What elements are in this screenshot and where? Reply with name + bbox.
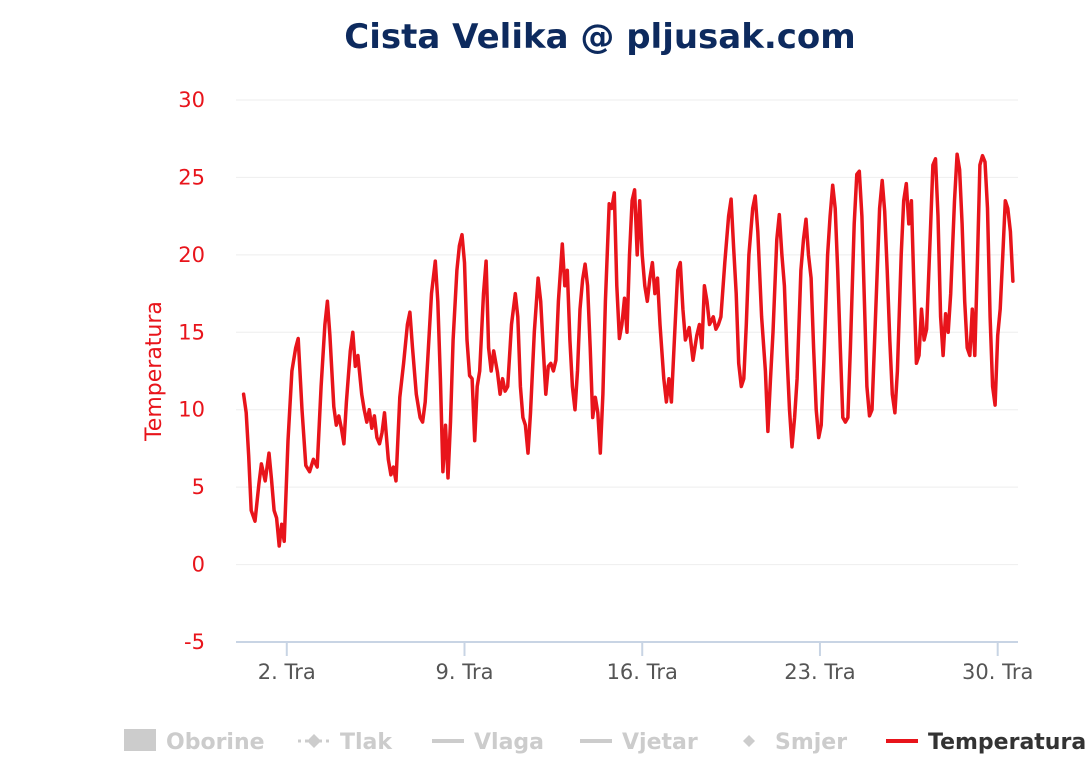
plot-area xyxy=(241,152,1015,548)
legend-item-vlaga[interactable]: Vlaga xyxy=(432,730,544,755)
legend-label: Temperatura xyxy=(928,730,1086,755)
y-tick-label: 0 xyxy=(192,553,205,577)
x-axis: 2. Tra 9. Tra 16. Tra 23. Tra 30. Tra xyxy=(236,641,1033,684)
legend-label: Oborine xyxy=(166,730,265,755)
y-tick-label: 5 xyxy=(192,475,205,499)
legend: Oborine Tlak Vlaga Vjetar Smjer Temperatura xyxy=(124,729,1086,755)
legend-label: Vjetar xyxy=(622,730,698,755)
y-tick-label: 15 xyxy=(178,320,205,344)
y-axis-ticks: -5 0 5 10 15 20 25 30 xyxy=(178,88,205,654)
legend-item-vjetar[interactable]: Vjetar xyxy=(580,730,698,755)
legend-item-oborine[interactable]: Oborine xyxy=(124,729,265,755)
legend-label: Tlak xyxy=(340,730,393,755)
x-tick-label: 2. Tra xyxy=(258,660,316,684)
y-tick-label: 30 xyxy=(178,88,205,112)
legend-item-smjer[interactable]: Smjer xyxy=(743,730,847,755)
legend-label: Vlaga xyxy=(474,730,544,755)
legend-symbol xyxy=(124,729,156,751)
y-axis-label: Temperatura xyxy=(142,301,167,442)
grid-lines xyxy=(236,99,1018,566)
legend-item-temperatura[interactable]: Temperatura xyxy=(886,730,1086,755)
legend-symbol xyxy=(307,734,321,748)
y-tick-label: 20 xyxy=(178,243,205,267)
x-tick-label: 30. Tra xyxy=(962,660,1033,684)
legend-item-tlak[interactable]: Tlak xyxy=(298,730,393,755)
legend-symbol xyxy=(743,735,755,747)
chart-title: Cista Velika @ pljusak.com xyxy=(344,17,855,57)
series-line-temperatura xyxy=(241,152,1015,548)
x-tick-label: 16. Tra xyxy=(607,660,678,684)
y-tick-label: 25 xyxy=(178,165,205,189)
y-tick-label: -5 xyxy=(184,630,205,654)
x-tick-label: 23. Tra xyxy=(784,660,855,684)
y-tick-label: 10 xyxy=(178,398,205,422)
x-tick-label: 9. Tra xyxy=(436,660,494,684)
legend-label: Smjer xyxy=(775,730,847,755)
